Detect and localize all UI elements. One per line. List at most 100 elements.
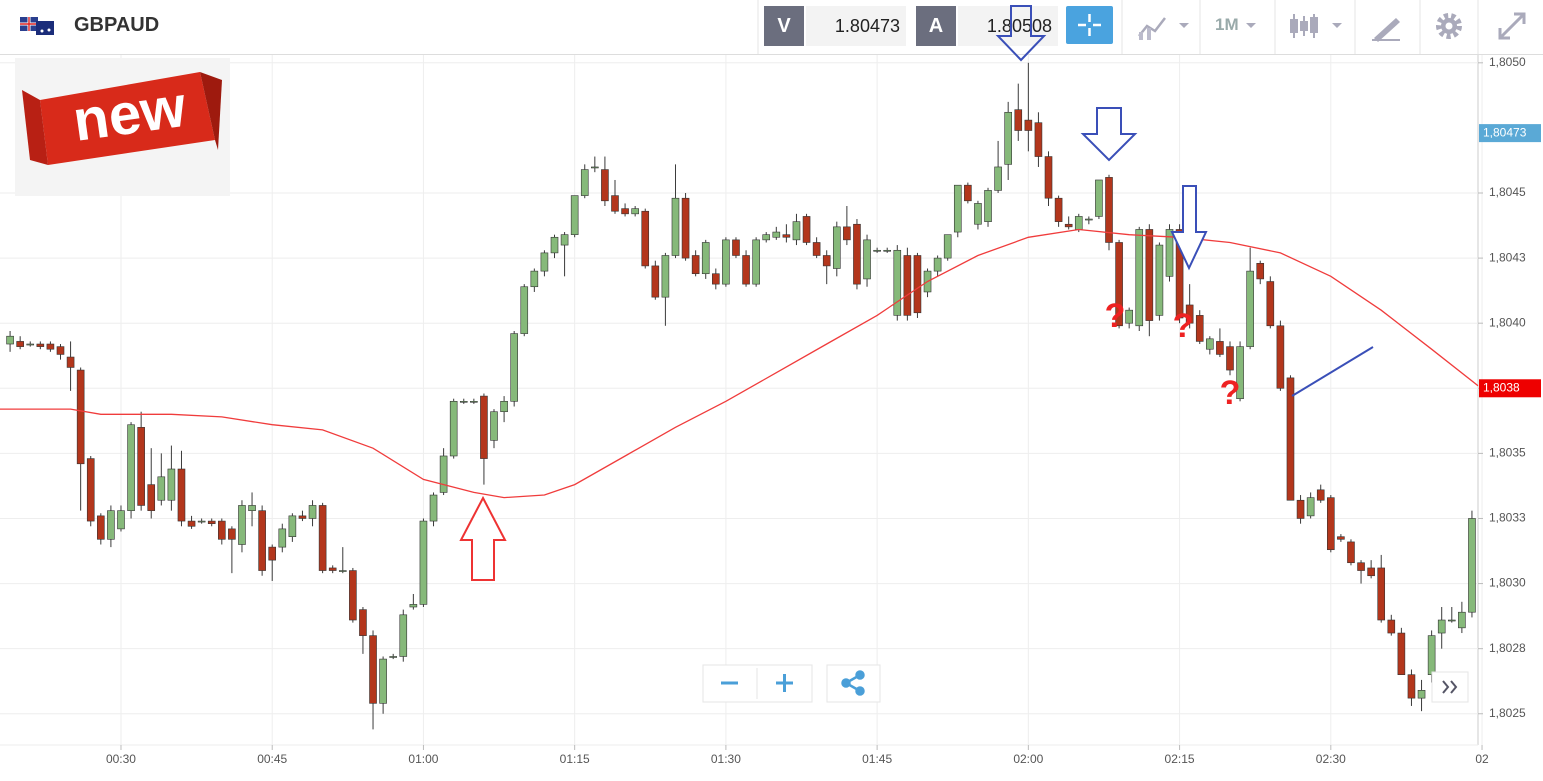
y-tick-label: 1,8045	[1489, 185, 1526, 199]
candle-body	[591, 166, 599, 169]
annotation: ?	[1105, 297, 1126, 335]
candle-body	[772, 231, 781, 238]
candle-body	[611, 195, 619, 212]
candle-body	[1337, 536, 1345, 540]
badge: new	[15, 58, 230, 196]
candle-body	[530, 270, 539, 288]
candle-body	[1185, 304, 1194, 324]
moving-average-label-box	[1479, 379, 1541, 398]
candle-body	[278, 528, 287, 548]
candle-body	[863, 239, 871, 280]
candle-body	[389, 656, 397, 658]
timeframe-caret[interactable]	[1242, 6, 1262, 46]
zoom-in[interactable]	[776, 674, 793, 692]
chart-type-button[interactable]	[1125, 6, 1200, 46]
candle-body	[570, 195, 579, 235]
symbol[interactable]: GBPAUD	[74, 14, 160, 36]
candle-body	[651, 265, 660, 298]
y-tick-label: 1,8033	[1489, 511, 1526, 525]
candle-body	[792, 221, 801, 241]
candle-body	[288, 515, 297, 537]
candle-body	[712, 273, 720, 285]
candle-body	[812, 242, 821, 256]
candle-body	[1256, 263, 1265, 280]
candle-body	[1347, 541, 1355, 564]
candle-body	[1236, 346, 1244, 399]
candle-body	[1095, 179, 1103, 217]
question-marks: ? ? ?	[1105, 297, 1241, 412]
candle-body	[1458, 611, 1466, 629]
current-price-label-box	[1479, 124, 1541, 143]
candle-body	[480, 395, 488, 459]
y-tick-label: 1,8035	[1489, 446, 1526, 460]
candle-body	[510, 333, 518, 402]
crosshair-button[interactable]	[1066, 6, 1113, 44]
candle-body	[449, 401, 458, 457]
candle-body	[732, 239, 740, 256]
candle-body	[1407, 674, 1416, 699]
candle-body	[893, 249, 902, 316]
candle-body	[943, 234, 952, 259]
timeframe[interactable]: 1M	[1215, 15, 1239, 34]
draw-button[interactable]	[1360, 6, 1410, 46]
candle-body	[419, 520, 428, 605]
candle-body	[157, 476, 166, 501]
badge-text: new	[69, 74, 191, 154]
candle-body	[318, 505, 327, 571]
zoom-controls	[702, 664, 1469, 703]
candle-body	[16, 341, 24, 347]
candle-body	[500, 401, 508, 413]
candle-body	[76, 369, 85, 465]
candle-body	[207, 520, 216, 524]
y-tick-label: 1,8043	[1489, 250, 1526, 264]
candle-body	[1417, 690, 1426, 699]
share-button[interactable]	[826, 664, 881, 703]
candle-body	[752, 239, 760, 285]
candle-body	[802, 216, 811, 243]
bid-price[interactable]: 1.80473	[806, 6, 906, 46]
candle-body	[1165, 229, 1174, 277]
candle-body	[1306, 497, 1315, 517]
candle-body	[1064, 223, 1073, 228]
y-tick-label: 1,8028	[1489, 641, 1526, 655]
bid-label[interactable]: V	[764, 6, 804, 46]
candles-button[interactable]	[1280, 6, 1350, 46]
candle-body	[701, 242, 710, 275]
moving-average-label: 1,8038	[1483, 380, 1520, 394]
candle-body	[1286, 377, 1295, 501]
ask-label[interactable]: A	[916, 6, 956, 46]
candle-body	[1195, 315, 1204, 342]
fullscreen-button[interactable]	[1490, 6, 1535, 46]
candle-body	[1437, 619, 1446, 634]
candle-body	[137, 427, 145, 506]
toolbar: GBPAUD V 1.80473 A 1.80508 1M	[0, 0, 1543, 55]
current-price-label: 1,80473	[1483, 125, 1527, 139]
x-tick-label: 01:45	[862, 752, 892, 766]
candle-body	[258, 510, 266, 571]
scroll-right-button[interactable]	[1431, 671, 1469, 703]
candle-body	[56, 346, 65, 355]
candle-body	[470, 401, 478, 403]
x-tick-label: 02:30	[1316, 752, 1346, 766]
candle-body	[459, 401, 468, 403]
candle-body	[248, 505, 256, 511]
candle-body	[1105, 177, 1113, 243]
moving-average-line	[0, 228, 1479, 499]
candle-body	[560, 234, 569, 246]
candle-body	[913, 255, 922, 314]
candle-body	[399, 614, 408, 657]
candle-body	[1024, 119, 1033, 131]
candle-body	[1276, 325, 1285, 389]
candle-body	[631, 208, 639, 215]
x-tick-label: 01:30	[711, 752, 741, 766]
candle-body	[359, 609, 367, 636]
candle-body	[1377, 567, 1386, 621]
candle-body	[641, 210, 650, 267]
candle-body	[177, 468, 186, 522]
settings-button[interactable]	[1425, 6, 1475, 46]
candle-body	[328, 567, 337, 571]
candle-body	[742, 255, 750, 285]
candle-body	[822, 255, 831, 267]
